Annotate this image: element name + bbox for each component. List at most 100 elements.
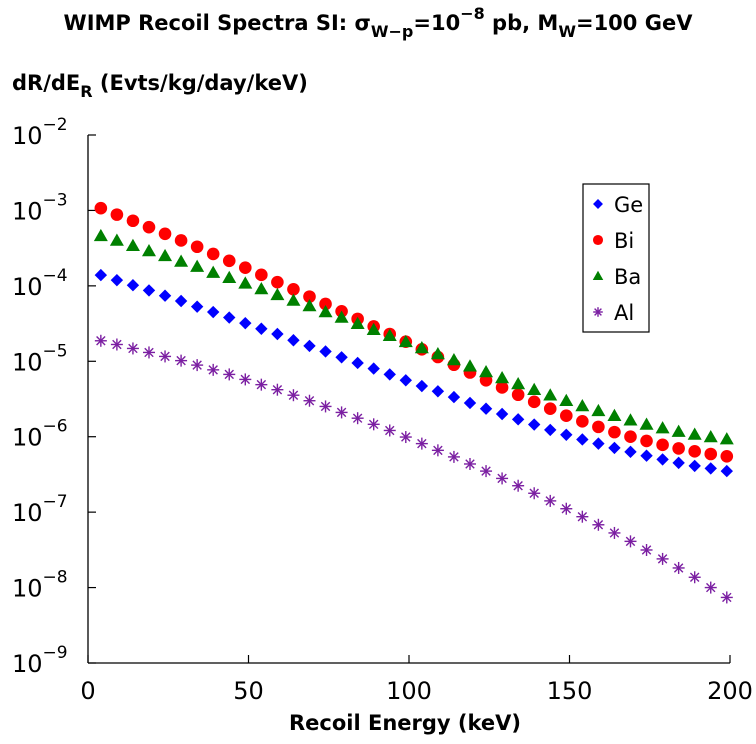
point-al [480, 465, 493, 478]
point-bi [608, 425, 621, 439]
point-ba [527, 382, 542, 395]
point-al [576, 510, 589, 523]
point-bi [287, 283, 300, 296]
legend-marker-ge [593, 199, 603, 209]
legend-label-al: Al [614, 301, 634, 325]
point-al [431, 444, 444, 457]
point-ba [125, 238, 140, 252]
ylabel-sub: R [80, 82, 92, 101]
y-tick-label: 10−4 [12, 266, 68, 301]
x-tick-label: 200 [707, 677, 753, 705]
point-bi [190, 240, 204, 254]
point-ba [366, 322, 381, 335]
y-tick-label: 10−5 [12, 341, 68, 376]
point-al [175, 354, 188, 367]
y-tick-label: 10−9 [12, 643, 68, 678]
point-al [640, 543, 653, 556]
y-tick-exp: −2 [43, 115, 68, 135]
x-tick-label: 0 [80, 677, 95, 705]
point-bi [94, 201, 108, 215]
point-al [544, 494, 557, 507]
point-ge [383, 368, 396, 381]
point-ba [302, 299, 317, 312]
point-ge [351, 356, 364, 370]
point-al [94, 334, 107, 347]
point-ge [303, 339, 316, 353]
point-ba [511, 376, 526, 390]
point-ge [158, 289, 172, 302]
title-sigma-sub: W−p [371, 22, 414, 41]
point-bi [158, 227, 172, 241]
point-ba [109, 233, 124, 246]
point-ba [222, 270, 237, 284]
point-bi [559, 409, 573, 422]
point-al [383, 424, 396, 437]
y-tick-label: 10−2 [12, 115, 68, 150]
point-ge [720, 464, 733, 478]
point-bi [720, 449, 734, 463]
point-ba [206, 265, 221, 278]
x-tick-label: 100 [386, 677, 432, 705]
point-ba [462, 359, 477, 372]
point-ba [190, 259, 205, 272]
point-ge [479, 402, 493, 415]
point-al [496, 472, 509, 485]
point-ba [141, 243, 156, 257]
point-al [672, 561, 685, 574]
point-ba [607, 408, 622, 421]
point-ba [687, 427, 702, 440]
point-bi [142, 220, 156, 234]
ticks: 0 50 100 150 20010−210−310−410−510−610−710−8… [12, 115, 753, 705]
y-tick-base: 10 [12, 273, 43, 301]
point-ge [110, 273, 124, 287]
point-ba [559, 393, 574, 406]
point-ge [94, 268, 108, 282]
point-al [271, 383, 284, 396]
point-ge [367, 362, 380, 375]
ylabel-rest: (Evts/kg/day/keV) [93, 71, 308, 95]
point-ge [592, 437, 605, 450]
point-ba [479, 365, 494, 378]
point-bi [527, 395, 541, 409]
point-al [207, 363, 220, 376]
title-suffix: =100 GeV [576, 11, 693, 35]
point-ge [511, 413, 525, 426]
x-tick-label: 50 [233, 677, 264, 705]
point-al [447, 450, 460, 463]
point-al [223, 368, 236, 381]
legend-marker-ba [592, 270, 604, 280]
point-ba [703, 430, 718, 443]
point-al [560, 502, 573, 515]
point-ge [688, 459, 701, 473]
point-ge [560, 428, 573, 442]
point-al [656, 552, 669, 565]
point-al [351, 412, 364, 425]
point-bi [110, 208, 124, 221]
point-bi [543, 402, 557, 416]
point-ge [174, 294, 188, 308]
point-ge [624, 445, 637, 459]
y-tick-base: 10 [12, 197, 43, 225]
y-tick-base: 10 [12, 499, 43, 527]
title-prefix: WIMP Recoil Spectra SI: σ [64, 11, 371, 35]
point-bi [238, 261, 252, 275]
point-al [528, 487, 541, 500]
point-ge [672, 456, 685, 470]
point-ba [575, 399, 590, 412]
y-tick-label: 10−7 [12, 492, 68, 527]
y-tick-base: 10 [12, 424, 43, 452]
point-al [142, 346, 155, 359]
point-ba [543, 388, 558, 401]
title-unit: pb, M [485, 11, 559, 35]
y-tick-exp: −6 [43, 417, 68, 437]
y-tick-exp: −9 [43, 643, 68, 663]
point-ge [319, 345, 332, 358]
point-ge [287, 334, 300, 347]
point-ge [544, 423, 557, 437]
point-ba [158, 248, 173, 262]
point-al [159, 350, 172, 363]
point-al [110, 338, 123, 351]
y-tick-exp: −8 [43, 568, 68, 588]
y-tick-exp: −5 [43, 341, 68, 361]
y-tick-label: 10−3 [12, 190, 68, 225]
